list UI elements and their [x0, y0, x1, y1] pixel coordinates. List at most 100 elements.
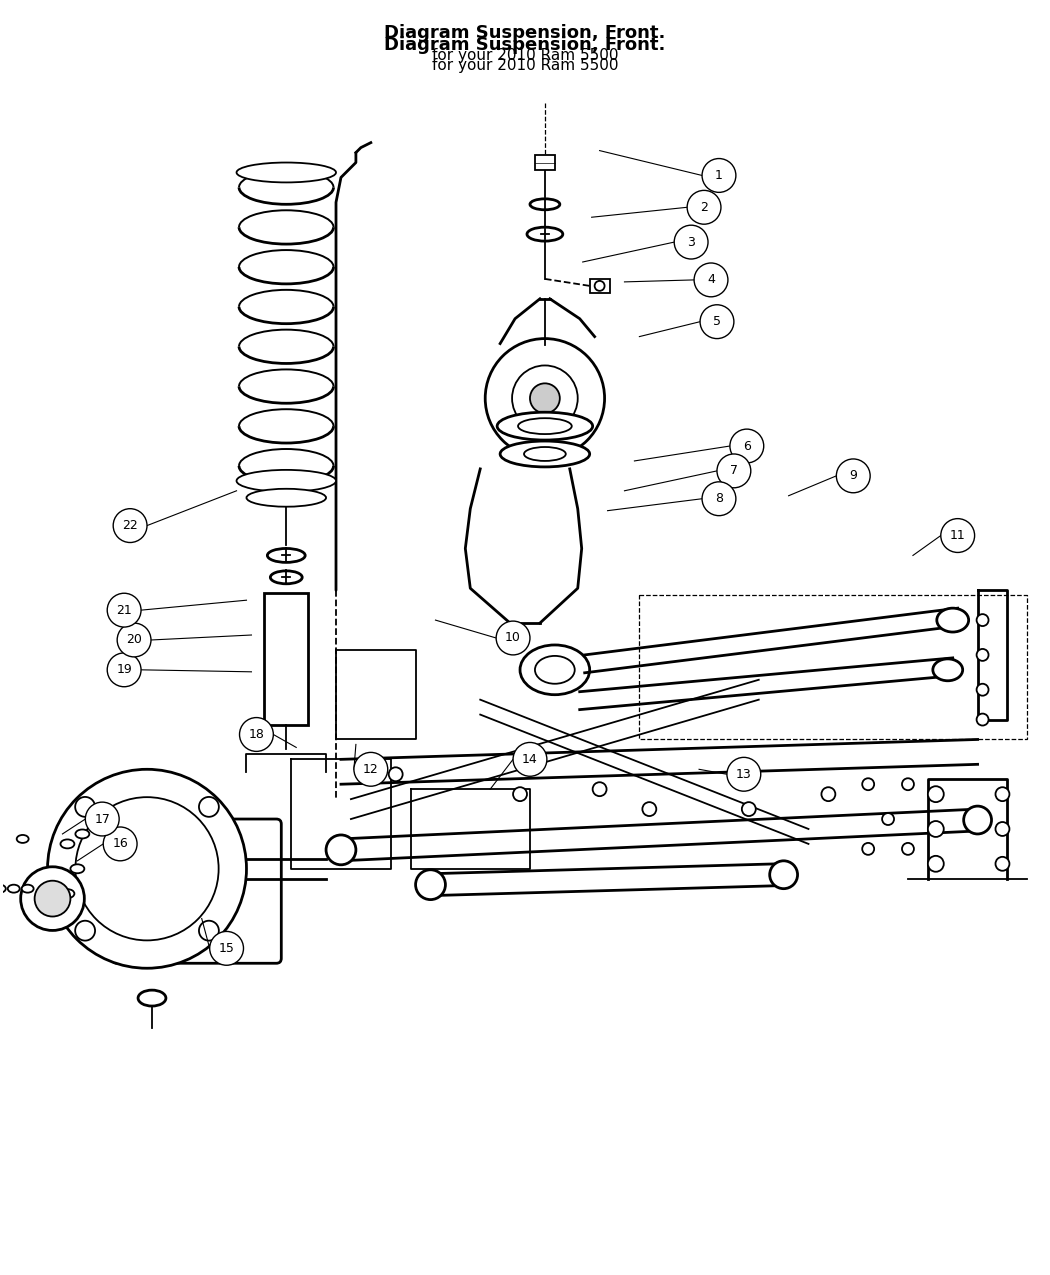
Circle shape [118, 623, 151, 657]
Circle shape [85, 802, 119, 836]
Ellipse shape [530, 199, 560, 210]
Bar [590, 279, 610, 293]
Ellipse shape [61, 889, 75, 898]
Circle shape [497, 621, 530, 655]
Circle shape [513, 742, 547, 776]
Circle shape [198, 921, 218, 941]
Text: 2: 2 [700, 200, 708, 214]
Circle shape [928, 787, 944, 802]
Ellipse shape [524, 448, 566, 462]
Ellipse shape [236, 162, 336, 182]
Circle shape [592, 783, 607, 796]
Ellipse shape [268, 548, 306, 562]
Bar [639, 595, 1027, 740]
Text: 12: 12 [363, 762, 379, 775]
Circle shape [113, 509, 147, 542]
Ellipse shape [0, 885, 5, 892]
Text: 14: 14 [522, 752, 538, 766]
Ellipse shape [964, 806, 991, 834]
Circle shape [687, 190, 721, 224]
Circle shape [76, 797, 96, 817]
Circle shape [107, 653, 141, 687]
Ellipse shape [770, 861, 798, 889]
Circle shape [694, 263, 728, 297]
Circle shape [995, 857, 1009, 871]
Circle shape [76, 797, 218, 941]
Circle shape [902, 843, 913, 854]
Text: 16: 16 [112, 838, 128, 850]
Text: 18: 18 [249, 728, 265, 741]
Text: 8: 8 [715, 492, 723, 505]
Text: 15: 15 [218, 942, 234, 955]
Circle shape [513, 787, 527, 801]
Circle shape [674, 226, 708, 259]
Circle shape [976, 649, 988, 660]
Circle shape [837, 459, 870, 492]
Circle shape [862, 843, 875, 854]
Text: 9: 9 [849, 469, 857, 482]
Circle shape [643, 802, 656, 816]
Text: 6: 6 [743, 440, 751, 453]
Ellipse shape [17, 835, 28, 843]
Ellipse shape [520, 645, 590, 695]
Ellipse shape [518, 418, 572, 434]
Ellipse shape [937, 608, 969, 632]
Circle shape [239, 718, 273, 751]
Circle shape [730, 430, 763, 463]
Text: 4: 4 [707, 273, 715, 287]
Circle shape [512, 366, 578, 431]
Circle shape [107, 593, 141, 627]
Circle shape [210, 932, 244, 965]
Circle shape [882, 813, 894, 825]
Ellipse shape [416, 870, 445, 900]
Ellipse shape [534, 655, 574, 683]
Ellipse shape [932, 659, 963, 681]
Bar [534, 154, 554, 171]
Circle shape [976, 683, 988, 696]
Circle shape [941, 519, 974, 552]
Ellipse shape [500, 441, 590, 467]
Text: 20: 20 [126, 634, 142, 646]
Text: 17: 17 [94, 812, 110, 825]
Circle shape [485, 339, 605, 458]
Circle shape [530, 384, 560, 413]
Circle shape [976, 615, 988, 626]
Circle shape [995, 822, 1009, 836]
Text: 5: 5 [713, 315, 721, 328]
Ellipse shape [327, 835, 356, 864]
Circle shape [995, 787, 1009, 801]
Ellipse shape [7, 885, 20, 892]
Circle shape [388, 768, 402, 782]
Circle shape [198, 797, 218, 817]
Circle shape [902, 778, 913, 790]
Ellipse shape [527, 227, 563, 241]
Text: 3: 3 [687, 236, 695, 249]
Ellipse shape [22, 885, 34, 892]
FancyBboxPatch shape [112, 819, 281, 964]
Circle shape [103, 827, 138, 861]
Circle shape [976, 714, 988, 725]
Text: 22: 22 [122, 519, 138, 532]
Ellipse shape [247, 488, 327, 506]
Text: for your 2010 Ram 5500: for your 2010 Ram 5500 [432, 57, 618, 73]
Circle shape [862, 778, 875, 790]
Ellipse shape [138, 991, 166, 1006]
Circle shape [47, 769, 247, 968]
Ellipse shape [76, 830, 89, 839]
Circle shape [928, 821, 944, 836]
Text: 21: 21 [117, 603, 132, 617]
Circle shape [594, 280, 605, 291]
Ellipse shape [70, 864, 84, 873]
Circle shape [717, 454, 751, 488]
Ellipse shape [61, 839, 75, 848]
Text: 13: 13 [736, 768, 752, 780]
Text: 11: 11 [950, 529, 966, 542]
Circle shape [928, 856, 944, 872]
Text: 7: 7 [730, 464, 738, 477]
Ellipse shape [236, 470, 336, 492]
Ellipse shape [497, 412, 592, 440]
Bar [265, 593, 308, 724]
Ellipse shape [270, 571, 302, 584]
Text: Diagram Suspension, Front.: Diagram Suspension, Front. [384, 24, 666, 42]
Circle shape [821, 787, 836, 801]
